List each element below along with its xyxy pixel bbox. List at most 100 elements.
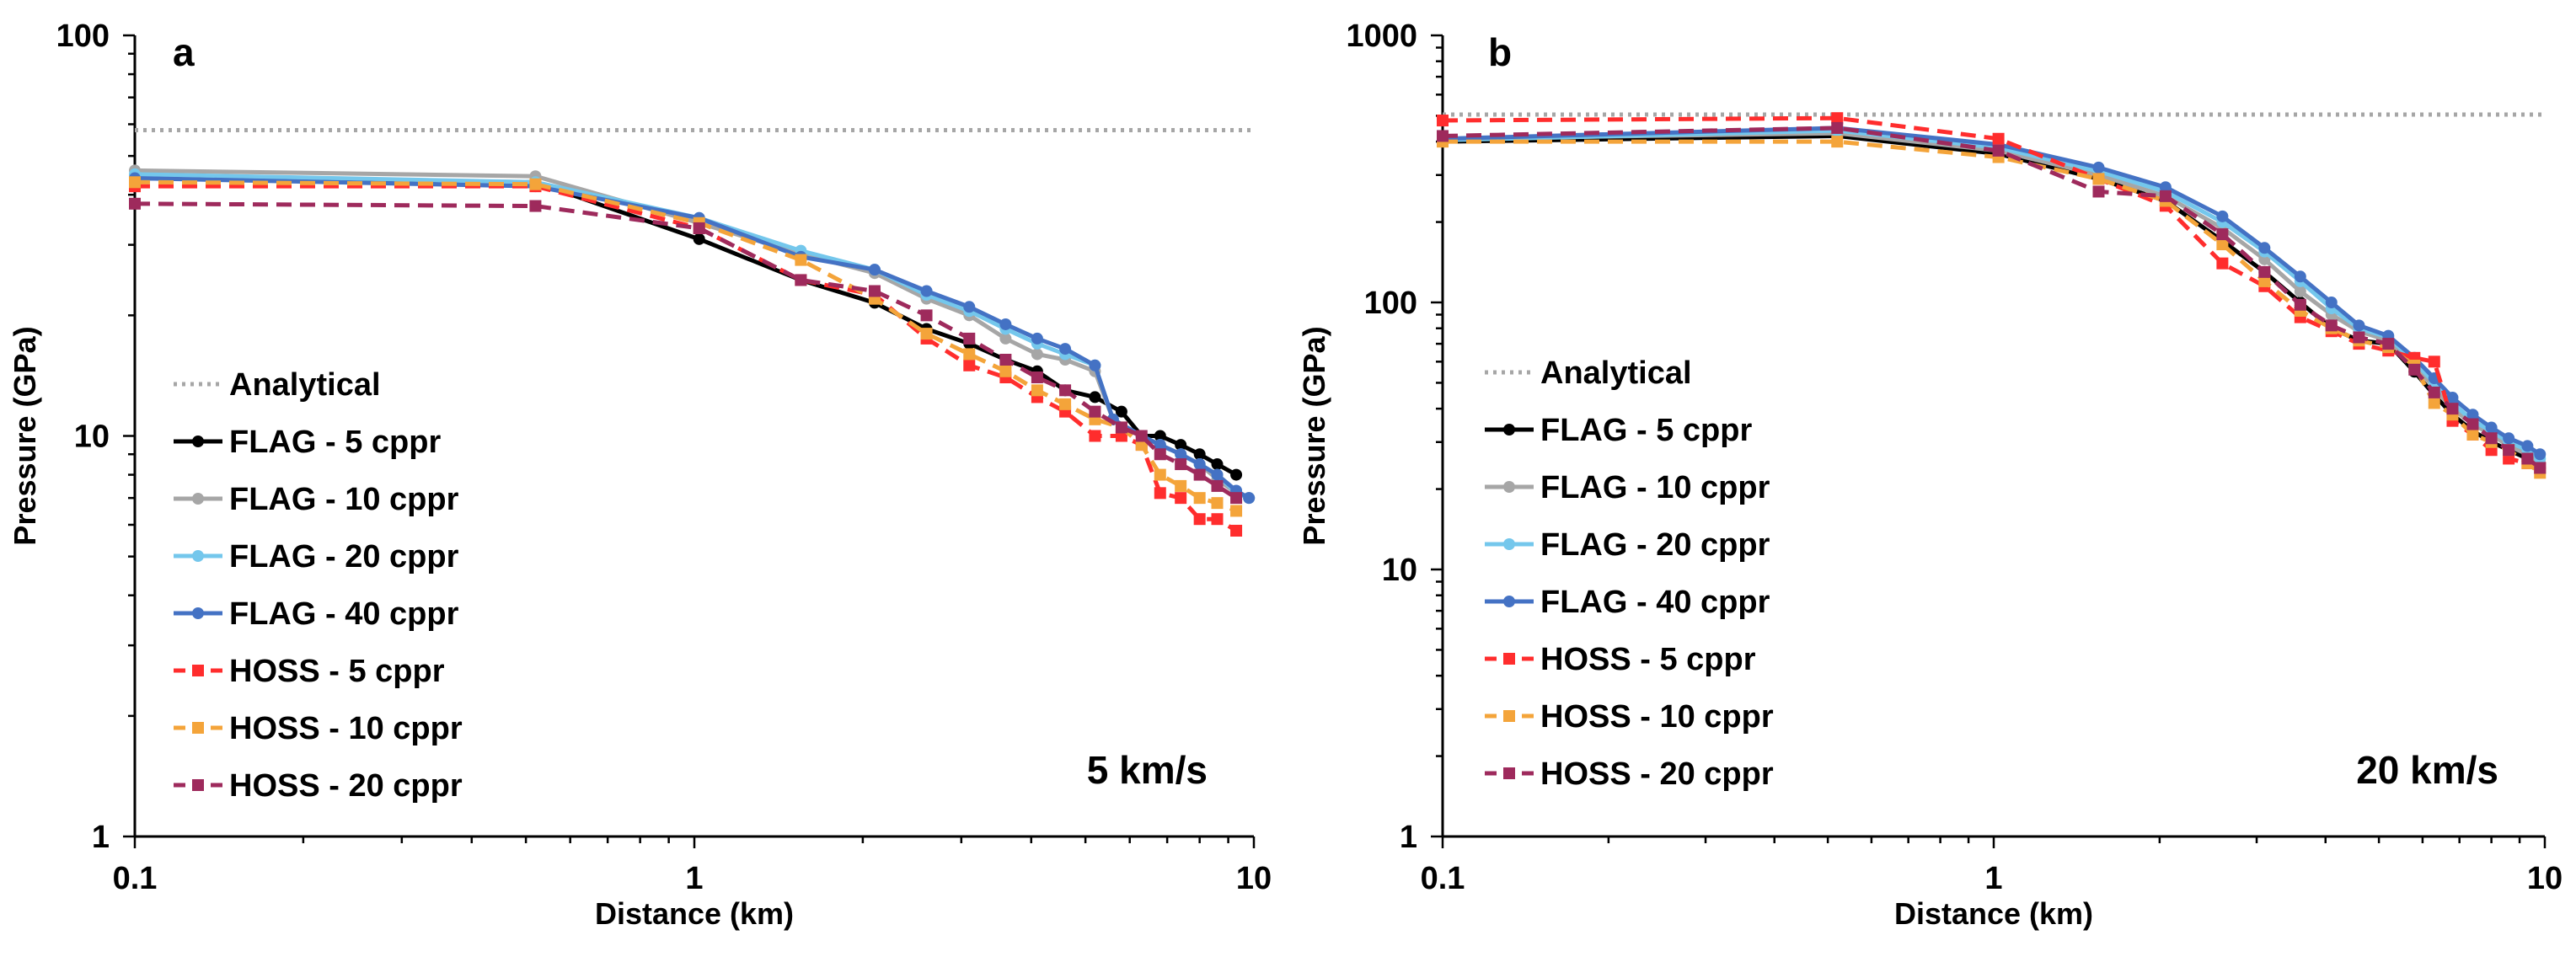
data-point [999, 332, 1012, 345]
series-line [1442, 128, 2541, 461]
legend-marker [192, 722, 204, 734]
data-point [1031, 348, 1043, 361]
data-point [795, 254, 807, 266]
data-point [1175, 479, 1187, 492]
series-hoss---20-cppr [1437, 121, 2547, 474]
legend-label: FLAG - 5 cppr [229, 425, 441, 460]
data-point [1175, 448, 1187, 461]
data-point [2216, 257, 2229, 270]
data-point [2216, 210, 2229, 222]
data-point [2382, 338, 2395, 350]
legend-marker [1503, 710, 1515, 722]
data-point [1243, 492, 1256, 505]
y-tick-label: 1000 [1346, 19, 1417, 54]
data-point [2428, 355, 2440, 368]
data-point [1154, 448, 1166, 461]
data-point [2294, 298, 2306, 311]
data-point [1437, 115, 1449, 127]
data-point [2485, 432, 2498, 445]
legend-entry: HOSS - 20 cppr [1485, 756, 1774, 792]
data-point [1175, 492, 1187, 505]
data-point [1230, 505, 1243, 517]
data-point [999, 353, 1012, 366]
data-point [129, 197, 141, 210]
data-point [999, 318, 1012, 330]
legend-entry: FLAG - 40 cppr [1485, 585, 1770, 620]
x-tick-label: 10 [2527, 861, 2563, 896]
data-point [868, 264, 881, 276]
data-point [1059, 398, 1072, 410]
data-point [963, 332, 976, 345]
data-point [2353, 319, 2365, 332]
data-point [1193, 513, 1206, 526]
series-line [1442, 126, 2541, 457]
data-point [1211, 479, 1224, 492]
data-point [529, 178, 542, 190]
data-point [129, 176, 141, 189]
legend-marker [1503, 481, 1515, 493]
data-point [1154, 430, 1166, 442]
legend-entry: HOSS - 10 cppr [174, 711, 463, 746]
data-point [1831, 136, 1844, 148]
data-point [2353, 331, 2365, 344]
x-tick-label: 0.1 [113, 861, 158, 896]
data-point [1211, 468, 1224, 481]
legend-label: FLAG - 40 cppr [1540, 585, 1770, 620]
data-point [2534, 448, 2547, 461]
legend-marker [192, 436, 204, 447]
data-point [2503, 432, 2515, 445]
y-tick-label: 1 [1400, 820, 1417, 855]
data-point [795, 274, 807, 286]
legend-marker [192, 665, 204, 676]
legend-entry: FLAG - 5 cppr [174, 425, 441, 460]
data-point [1831, 121, 1844, 134]
data-point [529, 200, 542, 212]
data-point [1992, 144, 2005, 157]
data-point [2325, 319, 2338, 332]
legend-marker [1503, 424, 1515, 436]
legend-label: HOSS - 5 cppr [229, 654, 445, 689]
data-point [2521, 452, 2534, 465]
legend-entry: Analytical [174, 367, 381, 403]
data-point [1089, 430, 1101, 442]
data-point [1175, 439, 1187, 452]
data-point [1031, 384, 1043, 397]
data-point [1154, 468, 1166, 481]
data-point [2428, 386, 2440, 398]
data-point [2258, 275, 2271, 287]
x-tick-label: 1 [1984, 861, 2002, 896]
data-point [1211, 497, 1224, 510]
x-tick-label: 10 [1236, 861, 1272, 896]
legend-label: FLAG - 20 cppr [1540, 527, 1770, 563]
x-tick-label: 1 [685, 861, 703, 896]
y-tick-label: 100 [56, 19, 110, 54]
data-point [2325, 297, 2338, 308]
legend-marker [192, 493, 204, 505]
y-axis-title: Pressure (GPa) [1297, 326, 1331, 545]
legend-label: HOSS - 20 cppr [229, 768, 463, 804]
data-point [1059, 343, 1072, 355]
data-point [920, 328, 933, 340]
panel-letter: b [1488, 30, 1512, 74]
data-point [2092, 185, 2105, 198]
data-point [2294, 270, 2306, 283]
legend-marker [192, 607, 204, 619]
legend-marker [1503, 538, 1515, 550]
data-point [868, 285, 881, 297]
data-point [1154, 487, 1166, 500]
legend-label: Analytical [1540, 355, 1692, 391]
data-point [2446, 392, 2459, 404]
legend-entry: HOSS - 10 cppr [1485, 699, 1774, 735]
x-axis-title: Distance (km) [595, 896, 794, 931]
data-point [1193, 492, 1206, 505]
data-point [920, 309, 933, 322]
legend-entry: HOSS - 5 cppr [174, 654, 445, 689]
data-point [999, 365, 1012, 377]
data-point [1193, 448, 1206, 461]
speed-annotation: 20 km/s [2356, 748, 2498, 792]
data-point [1230, 492, 1243, 505]
data-point [1211, 458, 1224, 471]
